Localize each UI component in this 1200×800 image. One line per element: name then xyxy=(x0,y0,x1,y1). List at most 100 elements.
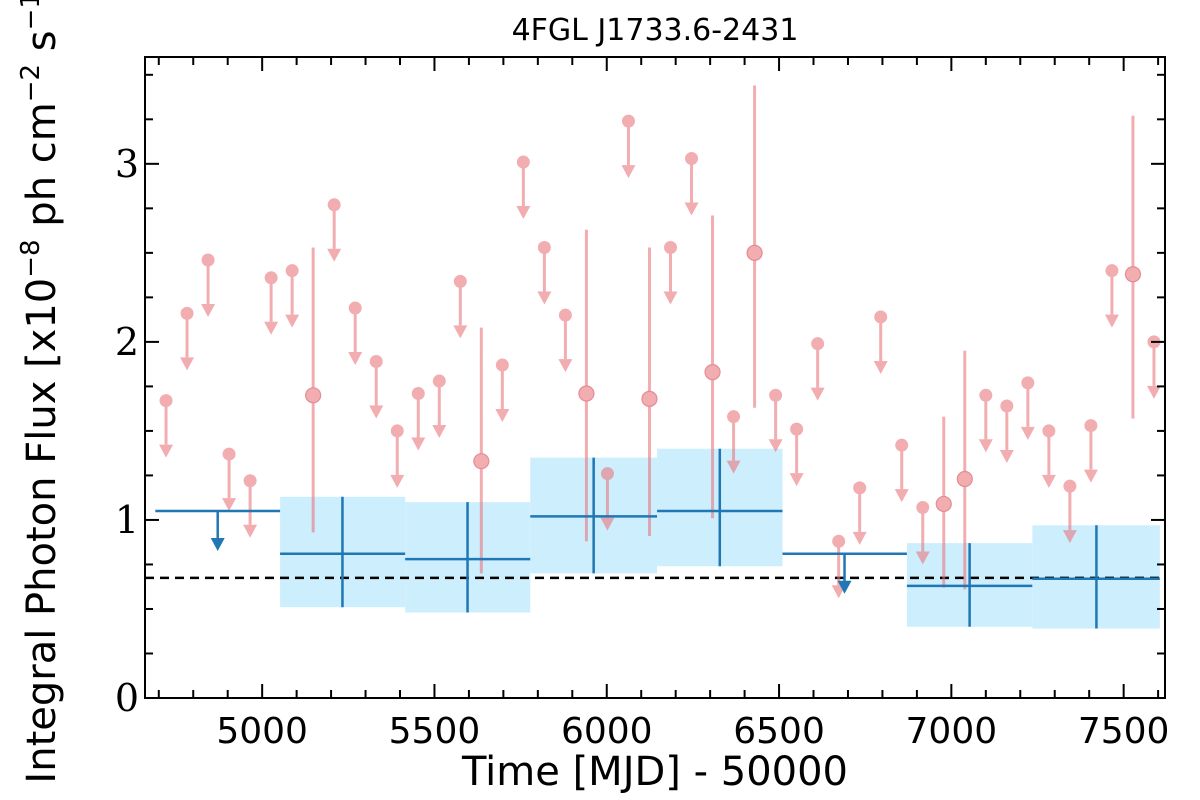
upper-limit-arrow xyxy=(663,291,678,305)
upper-limit-arrow xyxy=(999,449,1014,463)
detection-marker xyxy=(704,364,721,381)
upper-limit-arrow xyxy=(558,359,573,373)
x-tick-label: 5000 xyxy=(216,711,308,752)
upper-limit-marker xyxy=(516,155,530,169)
upper-limit-marker xyxy=(1000,399,1014,413)
detection-marker xyxy=(641,390,658,407)
upper-limit-marker xyxy=(874,310,888,324)
monthly-upper-limit-10 xyxy=(390,424,405,488)
monthly-upper-limit-23 xyxy=(768,388,783,453)
upper-limit-arrow xyxy=(1020,426,1035,440)
monthly-upper-limit-35 xyxy=(1062,479,1077,544)
monthly-detection-1 xyxy=(473,327,490,574)
x-axis-label: Time [MJD] - 50000 xyxy=(461,749,848,795)
upper-limit-arrow xyxy=(432,425,447,439)
yearly-point-7 xyxy=(1032,525,1160,629)
upper-limit-marker xyxy=(1021,376,1035,390)
x-tick-label: 5500 xyxy=(389,711,481,752)
monthly-detection-8 xyxy=(1124,115,1142,419)
upper-limit-arrow xyxy=(873,360,888,374)
detection-marker xyxy=(473,453,490,470)
upper-limit-marker xyxy=(558,308,572,322)
upper-limit-marker xyxy=(790,422,804,436)
monthly-detection-0 xyxy=(305,247,322,533)
upper-limit-marker xyxy=(432,374,446,388)
yearly-point-0 xyxy=(155,509,281,552)
monthly-detection-2 xyxy=(578,229,595,542)
monthly-upper-limit-16 xyxy=(537,241,552,305)
upper-limit-arrow xyxy=(243,524,258,538)
upper-limit-marker xyxy=(979,388,993,402)
upper-limit-arrow xyxy=(978,439,993,453)
upper-limit-arrow xyxy=(1146,385,1161,399)
upper-limit-arrow xyxy=(369,405,384,419)
upper-limit-marker xyxy=(895,438,909,452)
svg-text:Integral Photon Flux [x10−8 ph: Integral Photon Flux [x10−8 ph cm−2 s−1] xyxy=(16,0,65,784)
y-tick-label: 0 xyxy=(115,676,139,720)
upper-limit-marker xyxy=(495,358,509,372)
yearly-point-5 xyxy=(782,552,907,594)
upper-limit-arrow xyxy=(516,206,531,220)
monthly-upper-limit-17 xyxy=(558,308,573,373)
monthly-upper-limit-4 xyxy=(243,474,258,538)
monthly-upper-limit-20 xyxy=(663,241,678,305)
upper-limit-marker xyxy=(832,534,846,548)
monthly-upper-limit-12 xyxy=(432,374,447,439)
upper-limit-arrow xyxy=(495,409,510,423)
monthly-upper-limit-34 xyxy=(1041,424,1056,488)
monthly-upper-limit-5 xyxy=(264,271,279,335)
y-axis-label: Integral Photon Flux [x10−8 ph cm−2 s−1] xyxy=(16,0,65,784)
plot-area xyxy=(145,85,1165,629)
upper-limit-arrow xyxy=(894,489,909,503)
upper-limit-arrow xyxy=(327,248,342,262)
upper-limit-marker xyxy=(222,447,236,461)
upper-limit-arrow xyxy=(537,291,552,305)
detection-marker xyxy=(935,495,952,513)
upper-limit-marker xyxy=(390,424,404,438)
upper-limit-marker xyxy=(769,388,783,402)
y-tick-label: 3 xyxy=(115,142,139,186)
monthly-upper-limit-14 xyxy=(495,358,510,423)
upper-limit-arrow xyxy=(453,325,468,339)
upper-limit-marker xyxy=(180,306,194,320)
upper-limit-marker xyxy=(537,241,551,255)
upper-limit-marker xyxy=(727,410,741,424)
upper-limit-marker xyxy=(1063,479,1077,493)
monthly-upper-limit-7 xyxy=(327,198,342,262)
monthly-upper-limit-33 xyxy=(1020,376,1035,440)
ylabel-mid: ph cm xyxy=(19,102,65,239)
monthly-detection-7 xyxy=(956,350,973,590)
monthly-upper-limit-25 xyxy=(810,337,825,401)
yearly-point-2 xyxy=(405,502,531,613)
monthly-upper-limit-31 xyxy=(978,388,993,453)
yearly-upper-limit-arrow xyxy=(210,538,225,552)
monthly-upper-limit-28 xyxy=(873,310,888,374)
upper-limit-arrow xyxy=(915,551,930,565)
monthly-detection-3 xyxy=(641,247,658,536)
yearly-point-4 xyxy=(657,448,783,567)
upper-limit-arrow xyxy=(600,517,615,531)
chart-title: 4FGL J1733.6-2431 xyxy=(512,13,799,48)
upper-limit-arrow xyxy=(411,437,426,451)
monthly-upper-limit-32 xyxy=(999,399,1014,463)
ylabel-mid2: s xyxy=(19,30,65,64)
upper-limit-arrow xyxy=(1062,530,1077,544)
monthly-upper-limit-29 xyxy=(894,438,909,503)
upper-limit-arrow xyxy=(726,460,741,474)
monthly-detection-6 xyxy=(935,416,952,588)
upper-limit-marker xyxy=(1042,424,1056,438)
ylabel-text: Integral Photon Flux [x10 xyxy=(19,278,65,784)
upper-limit-arrow xyxy=(159,444,174,458)
yearly-upper-limit-arrow xyxy=(837,580,852,594)
monthly-upper-limit-15 xyxy=(516,155,531,220)
monthly-upper-limit-38 xyxy=(1146,335,1161,399)
monthly-upper-limit-8 xyxy=(348,301,363,366)
upper-limit-arrow xyxy=(390,474,405,488)
detection-marker xyxy=(1124,266,1142,283)
upper-limit-marker xyxy=(243,474,257,488)
monthly-upper-limit-36 xyxy=(1083,419,1098,483)
y-tick-label: 1 xyxy=(115,498,139,542)
x-tick-label: 7500 xyxy=(1078,711,1170,752)
monthly-upper-limit-9 xyxy=(369,354,384,419)
upper-limit-marker xyxy=(1084,419,1098,433)
